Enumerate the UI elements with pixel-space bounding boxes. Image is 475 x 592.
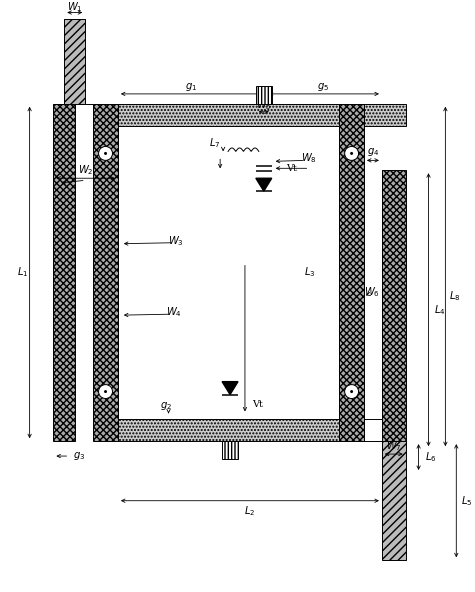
Text: $g_1$: $g_1$ — [185, 81, 197, 93]
Text: $L_4$: $L_4$ — [434, 303, 445, 317]
Bar — [118, 104, 406, 126]
Circle shape — [104, 390, 107, 393]
Bar — [118, 126, 339, 419]
Text: $L_5$: $L_5$ — [461, 494, 472, 507]
Text: $g_5$: $g_5$ — [317, 81, 329, 93]
Bar — [222, 441, 238, 459]
Bar — [382, 170, 406, 449]
Bar — [54, 104, 75, 441]
Text: $g_3$: $g_3$ — [73, 450, 86, 462]
Bar — [93, 104, 118, 441]
Text: $L_1$: $L_1$ — [17, 266, 28, 279]
Text: $L_7$: $L_7$ — [209, 137, 221, 150]
Text: $W_1$: $W_1$ — [67, 1, 83, 14]
Text: $L_2$: $L_2$ — [244, 504, 256, 517]
Text: $L_6$: $L_6$ — [425, 450, 436, 464]
Text: $W_4$: $W_4$ — [166, 305, 181, 319]
Text: Vt: Vt — [252, 400, 263, 409]
Circle shape — [350, 152, 353, 155]
Bar — [64, 20, 85, 104]
Bar — [118, 419, 364, 441]
Text: $W_2$: $W_2$ — [78, 163, 94, 177]
Circle shape — [345, 385, 359, 398]
Circle shape — [104, 152, 107, 155]
Text: $L_3$: $L_3$ — [304, 266, 315, 279]
Polygon shape — [222, 382, 238, 394]
Text: Vt: Vt — [285, 164, 296, 173]
Text: $g_4$: $g_4$ — [367, 146, 379, 159]
Circle shape — [99, 146, 113, 160]
Circle shape — [99, 385, 113, 398]
Text: $W_5$: $W_5$ — [256, 98, 272, 112]
Circle shape — [345, 146, 359, 160]
Text: $W_7$: $W_7$ — [386, 439, 402, 453]
Text: $g_2$: $g_2$ — [160, 400, 171, 413]
Text: $L_8$: $L_8$ — [448, 289, 460, 303]
Circle shape — [350, 390, 353, 393]
Polygon shape — [256, 178, 272, 191]
Bar — [339, 104, 364, 441]
Bar — [256, 86, 272, 104]
Text: $W_3$: $W_3$ — [168, 234, 183, 247]
Text: $W_6$: $W_6$ — [364, 285, 380, 299]
Bar — [382, 441, 406, 560]
Text: $W_8$: $W_8$ — [302, 152, 317, 165]
